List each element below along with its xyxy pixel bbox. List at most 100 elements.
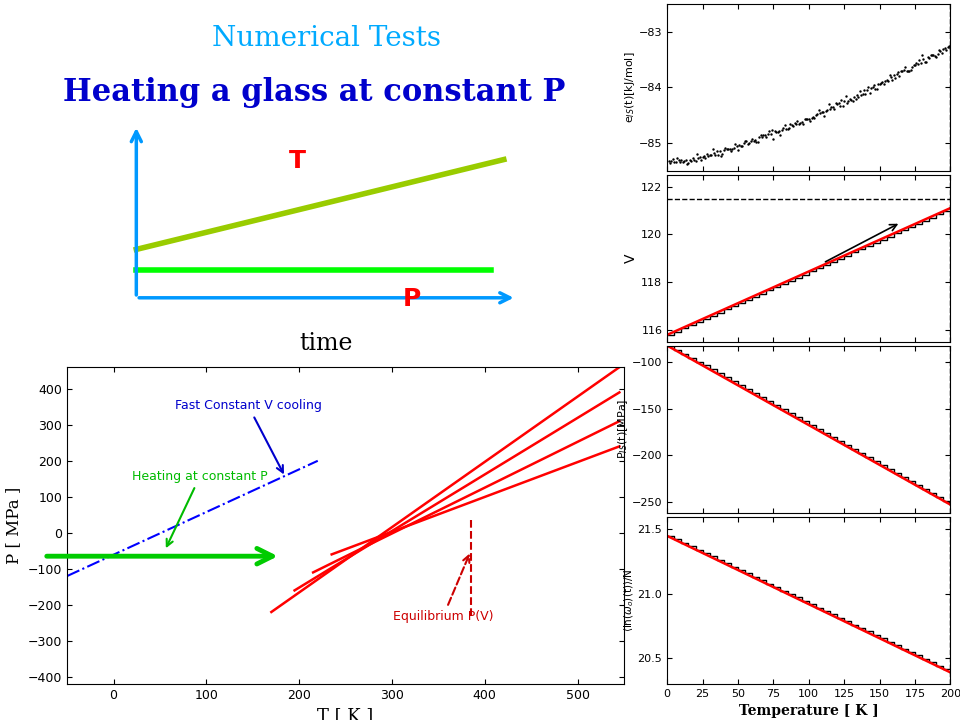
Point bbox=[660, 156, 676, 167]
X-axis label: Temperature [ K ]: Temperature [ K ] bbox=[739, 704, 878, 719]
Point bbox=[827, 104, 842, 115]
Point bbox=[779, 123, 794, 135]
Point bbox=[906, 60, 922, 71]
Point bbox=[877, 75, 893, 86]
Point bbox=[780, 123, 795, 135]
Point bbox=[860, 81, 876, 93]
Point bbox=[876, 78, 892, 89]
Point bbox=[895, 66, 910, 77]
Point bbox=[733, 140, 749, 151]
Point bbox=[794, 117, 809, 128]
Y-axis label: P [ MPa ]: P [ MPa ] bbox=[6, 487, 22, 564]
Point bbox=[713, 150, 729, 161]
Point bbox=[761, 125, 777, 137]
Point bbox=[785, 120, 801, 132]
Point bbox=[726, 143, 741, 154]
Point bbox=[811, 104, 827, 115]
Point bbox=[753, 129, 768, 140]
Point bbox=[799, 113, 814, 125]
Point bbox=[808, 109, 824, 121]
Point bbox=[898, 60, 913, 72]
Point bbox=[684, 156, 699, 167]
Point bbox=[853, 89, 869, 101]
Point bbox=[818, 105, 833, 117]
Point bbox=[841, 95, 856, 107]
Point bbox=[828, 98, 844, 109]
Point bbox=[710, 149, 726, 161]
Point bbox=[937, 42, 952, 53]
Point bbox=[674, 154, 689, 166]
Point bbox=[910, 58, 925, 70]
Point bbox=[671, 154, 686, 166]
Point bbox=[705, 144, 720, 156]
Point bbox=[787, 117, 803, 129]
Point bbox=[666, 157, 682, 168]
Point bbox=[912, 54, 927, 66]
Point bbox=[829, 98, 845, 109]
Point bbox=[833, 94, 849, 106]
Point bbox=[899, 65, 914, 76]
Point bbox=[847, 91, 862, 103]
Point bbox=[739, 135, 755, 147]
Point bbox=[683, 155, 698, 166]
Point bbox=[859, 84, 875, 96]
Text: P: P bbox=[402, 287, 420, 312]
Point bbox=[871, 78, 886, 89]
Point bbox=[892, 70, 907, 81]
Point bbox=[736, 137, 752, 148]
Point bbox=[922, 53, 937, 64]
Point bbox=[896, 64, 911, 76]
Point bbox=[904, 61, 920, 73]
Point bbox=[883, 71, 899, 83]
Point bbox=[919, 55, 934, 67]
Point bbox=[886, 70, 901, 81]
Text: T: T bbox=[804, 356, 813, 369]
Point bbox=[931, 45, 947, 56]
Point bbox=[693, 154, 708, 166]
Point bbox=[856, 85, 872, 96]
Point bbox=[696, 150, 711, 161]
Point bbox=[889, 68, 904, 79]
Point bbox=[669, 152, 684, 163]
Point bbox=[715, 148, 731, 159]
Point bbox=[774, 125, 789, 136]
Point bbox=[695, 152, 710, 163]
Point bbox=[842, 93, 857, 104]
Point bbox=[875, 76, 890, 88]
Point bbox=[725, 143, 740, 155]
Point bbox=[920, 52, 935, 63]
Point bbox=[675, 156, 690, 168]
Point bbox=[855, 88, 871, 99]
Point bbox=[872, 78, 887, 89]
Point bbox=[746, 135, 761, 147]
Point bbox=[903, 64, 919, 76]
Point bbox=[869, 83, 884, 94]
Point bbox=[839, 97, 854, 109]
Point bbox=[812, 107, 828, 119]
Point bbox=[698, 153, 713, 164]
Text: time: time bbox=[300, 333, 353, 356]
Point bbox=[942, 40, 957, 52]
Point bbox=[806, 112, 822, 123]
Point bbox=[742, 137, 757, 148]
Point bbox=[866, 80, 881, 91]
Y-axis label: e$_{IS}$(t)[kJ/mol]: e$_{IS}$(t)[kJ/mol] bbox=[623, 52, 637, 123]
Point bbox=[784, 119, 800, 130]
Point bbox=[723, 145, 738, 157]
Point bbox=[851, 91, 866, 103]
Point bbox=[709, 145, 725, 156]
Point bbox=[699, 148, 714, 160]
Point bbox=[731, 144, 746, 156]
Point bbox=[826, 102, 841, 113]
Point bbox=[909, 57, 924, 68]
Point bbox=[814, 106, 829, 117]
Point bbox=[943, 42, 958, 54]
Point bbox=[803, 115, 818, 127]
Point bbox=[756, 129, 771, 140]
Point bbox=[712, 145, 728, 157]
Point bbox=[732, 139, 747, 150]
Point bbox=[868, 84, 883, 95]
Text: Equilibrium P(V): Equilibrium P(V) bbox=[393, 556, 493, 624]
Point bbox=[690, 152, 706, 163]
Point bbox=[815, 107, 830, 118]
